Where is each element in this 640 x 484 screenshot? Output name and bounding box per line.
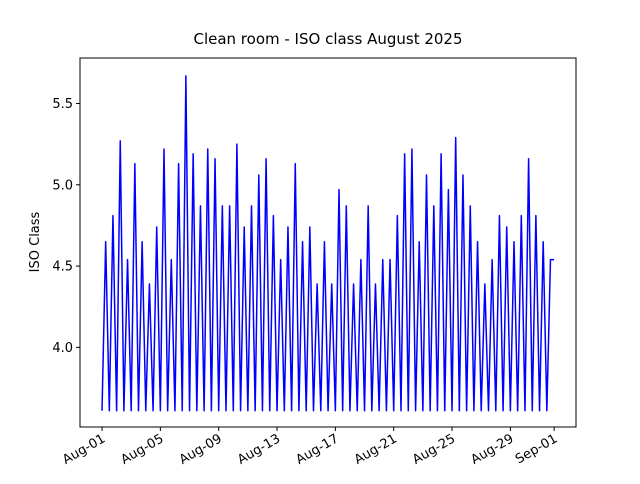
y-tick-label: 5.0 [52,178,73,193]
y-axis-label: ISO Class [28,211,43,272]
x-tick-label: Aug-29 [468,431,516,467]
x-tick-label: Aug-21 [352,431,400,467]
y-tick-label: 4.5 [52,260,73,275]
y-tick-label: 4.0 [52,341,73,356]
x-tick-label: Aug-17 [293,431,341,467]
chart-title: Clean room - ISO class August 2025 [193,30,462,48]
y-tick-label: 5.5 [52,97,73,112]
x-tick-label: Aug-25 [410,431,458,467]
x-tick-label: Aug-05 [118,431,166,467]
x-tick-label: Aug-01 [60,431,108,467]
x-tick-label: Aug-09 [177,431,225,467]
plot-frame [79,57,577,428]
data-line [101,75,555,412]
x-tick-label: Sep-01 [513,431,560,467]
x-tick-label: Aug-13 [235,431,283,467]
